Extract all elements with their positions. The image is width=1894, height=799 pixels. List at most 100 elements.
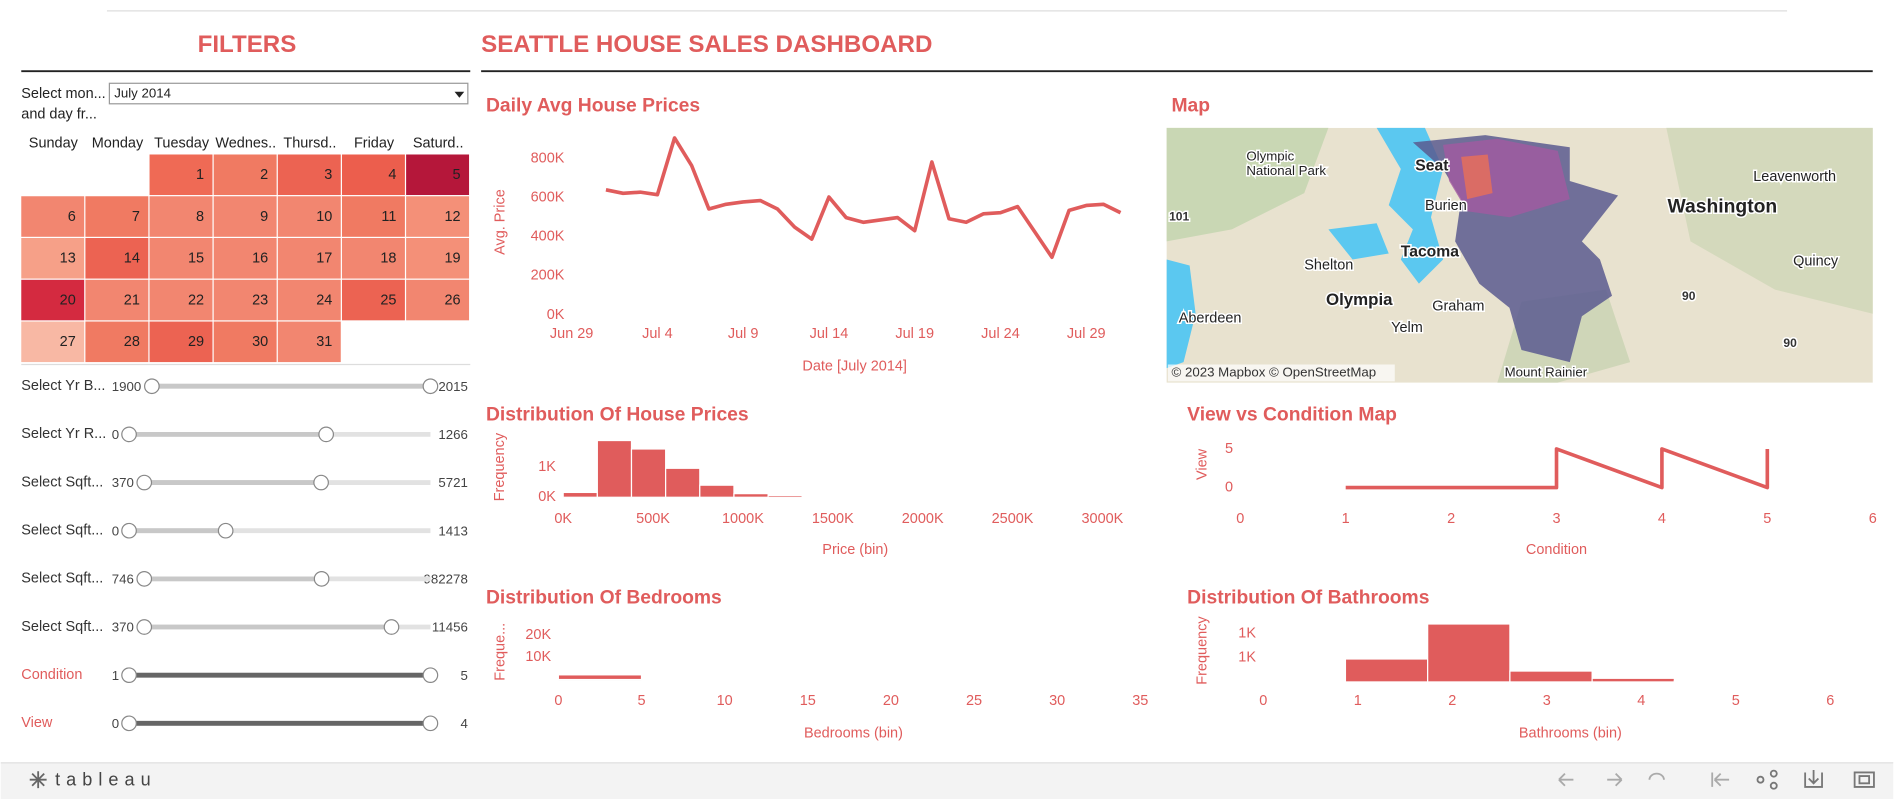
dropdown-arrow[interactable]: [454, 91, 465, 98]
download[interactable]: [1804, 770, 1823, 788]
calendar-cell[interactable]: [21, 279, 85, 321]
toolbar[interactable]: [1558, 769, 1875, 790]
slider-thumb[interactable]: [422, 715, 439, 732]
calendar-cell[interactable]: [149, 238, 213, 279]
calendar-day[interactable]: 10: [316, 209, 332, 225]
calendar-day[interactable]: 16: [252, 251, 268, 267]
calendar-day[interactable]: 11: [381, 209, 396, 225]
dropdown-box[interactable]: [108, 82, 469, 105]
share[interactable]: [1756, 775, 1765, 784]
calendar-cell[interactable]: [277, 196, 341, 237]
calendar-cell[interactable]: [277, 321, 341, 363]
calendar-cell[interactable]: [21, 196, 85, 237]
slider-thumb[interactable]: [313, 474, 329, 491]
calendar-day[interactable]: 17: [316, 251, 332, 267]
calendar-day[interactable]: 1: [196, 167, 204, 183]
calendar-cell[interactable]: [21, 321, 85, 363]
calendar-day[interactable]: 27: [60, 334, 76, 350]
calendar-cell[interactable]: [85, 321, 149, 363]
calendar-day[interactable]: 29: [188, 334, 204, 350]
bar[interactable]: [1591, 677, 1675, 683]
bar[interactable]: [630, 448, 667, 498]
calendar-cell[interactable]: [213, 321, 277, 363]
calendar-cell[interactable]: [341, 279, 405, 321]
bar[interactable]: [557, 674, 643, 681]
bar[interactable]: [596, 439, 633, 498]
calendar-cell[interactable]: [149, 321, 213, 363]
bar[interactable]: [562, 491, 598, 498]
calendar-cell[interactable]: [406, 196, 470, 237]
calendar-day[interactable]: 19: [445, 251, 461, 267]
slider-thumb[interactable]: [121, 715, 137, 732]
calendar-cell[interactable]: [85, 238, 149, 279]
redo[interactable]: [1607, 773, 1623, 787]
map-region[interactable]: [1461, 154, 1493, 200]
calendar-day[interactable]: 6: [68, 209, 76, 225]
calendar-cell[interactable]: [277, 238, 341, 279]
bar[interactable]: [699, 484, 735, 498]
slider-thumb[interactable]: [121, 426, 137, 443]
calendar-day[interactable]: 7: [132, 209, 140, 225]
slider-thumb[interactable]: [318, 426, 335, 443]
calendar-cell[interactable]: [149, 196, 213, 237]
bar[interactable]: [801, 495, 838, 499]
slider-thumb[interactable]: [422, 378, 439, 395]
calendar-cell[interactable]: [85, 279, 149, 321]
calendar-day[interactable]: 23: [252, 292, 268, 308]
bar[interactable]: [1427, 623, 1511, 683]
calendar-cell[interactable]: [213, 279, 277, 321]
calendar-day[interactable]: 26: [445, 292, 461, 308]
calendar-day[interactable]: 4: [388, 167, 396, 183]
bar[interactable]: [1344, 658, 1429, 683]
calendar-day[interactable]: 9: [260, 209, 268, 225]
calendar-day[interactable]: 25: [380, 292, 396, 308]
calendar-cell[interactable]: [341, 196, 405, 237]
calendar-day[interactable]: 20: [60, 292, 76, 308]
bar[interactable]: [835, 496, 872, 499]
slider-thumb[interactable]: [217, 522, 234, 539]
calendar-cell[interactable]: [406, 154, 470, 196]
slider-thumb[interactable]: [121, 667, 137, 684]
slider-thumb[interactable]: [136, 571, 153, 587]
calendar-day[interactable]: 30: [252, 334, 268, 350]
slider-thumb[interactable]: [121, 522, 137, 539]
slider-thumb[interactable]: [422, 667, 439, 684]
bar[interactable]: [767, 494, 803, 498]
revert[interactable]: [1648, 772, 1665, 780]
calendar-cell[interactable]: [149, 279, 213, 321]
calendar-day[interactable]: 5: [453, 167, 461, 183]
reset[interactable]: [1711, 772, 1730, 787]
calendar-day[interactable]: 18: [380, 251, 396, 267]
bar[interactable]: [1673, 680, 1758, 683]
calendar-cell[interactable]: [85, 196, 149, 237]
calendar-day[interactable]: 28: [124, 334, 140, 350]
calendar-cell[interactable]: [341, 154, 405, 196]
month-dropdown[interactable]: July 2014: [108, 82, 469, 105]
bar[interactable]: [733, 493, 769, 498]
calendar-day[interactable]: 21: [124, 292, 140, 308]
calendar-cell[interactable]: [277, 154, 341, 196]
calendar-cell[interactable]: [406, 279, 470, 321]
calendar-cell[interactable]: [21, 238, 85, 279]
calendar-day[interactable]: 13: [60, 251, 76, 267]
calendar-cell[interactable]: [277, 279, 341, 321]
calendar-day[interactable]: 3: [324, 167, 332, 183]
calendar-day[interactable]: 8: [196, 209, 204, 225]
dropdown-value[interactable]: July 2014: [114, 86, 171, 101]
calendar-cell[interactable]: [406, 238, 470, 279]
calendar-day[interactable]: 15: [188, 251, 204, 267]
calendar-day[interactable]: 24: [316, 292, 332, 308]
calendar-day[interactable]: 12: [445, 209, 461, 225]
calendar-cell[interactable]: [213, 238, 277, 279]
calendar-cell[interactable]: [149, 154, 213, 196]
calendar-day[interactable]: 22: [188, 292, 204, 308]
calendar-day[interactable]: 14: [124, 251, 140, 267]
slider-thumb[interactable]: [313, 571, 330, 587]
fullscreen[interactable]: [1853, 771, 1875, 788]
calendar-cell[interactable]: [213, 196, 277, 237]
calendar-cell[interactable]: [341, 238, 405, 279]
bar[interactable]: [665, 467, 701, 498]
slider-thumb[interactable]: [136, 619, 153, 635]
undo[interactable]: [1558, 773, 1574, 787]
